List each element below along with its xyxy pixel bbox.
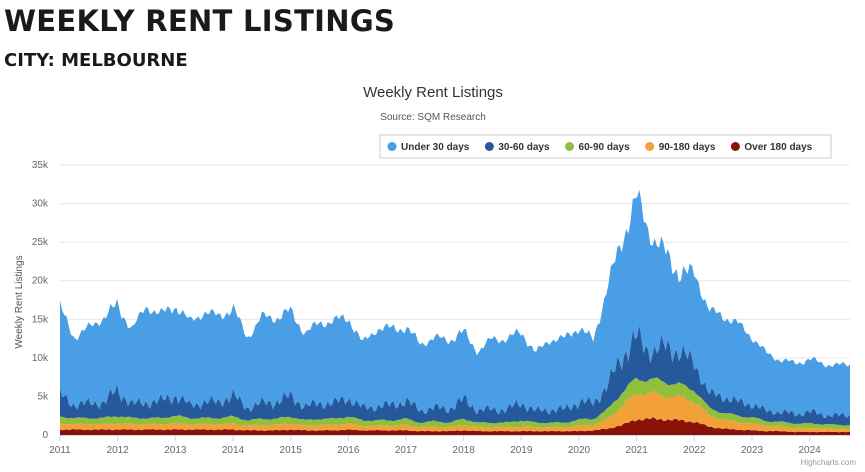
chart-panel: Weekly Rent Listings Source: SQM Researc…	[0, 72, 865, 472]
legend-symbol	[645, 142, 655, 151]
plot-area	[60, 189, 850, 435]
page-title: WEEKLY RENT LISTINGS	[4, 4, 396, 38]
legend-item-over-180-days[interactable]: Over 180 days	[730, 142, 813, 153]
legend-item-30-60-days[interactable]: 30-60 days	[484, 142, 550, 153]
x-tick-label: 2012	[107, 445, 130, 456]
x-tick-label: 2016	[337, 445, 360, 456]
legend: Under 30 days 30-60 days 60-90 days 90-180 …	[379, 134, 832, 159]
area-series-under-30-days[interactable]	[60, 189, 850, 418]
y-axis: 0 5k 10k 15k 20k 25k 30k 35k	[32, 160, 49, 441]
credits[interactable]: Highcharts.com	[800, 458, 856, 467]
x-tick-label: 2014	[222, 445, 245, 456]
x-tick-label: 2022	[683, 445, 706, 456]
legend-item-60-90-days[interactable]: 60-90 days	[565, 142, 630, 153]
x-tick-label: 2018	[453, 445, 476, 456]
legend-symbol	[387, 142, 397, 151]
x-tick-label: 2015	[280, 445, 303, 456]
legend-symbol	[730, 142, 740, 151]
x-tick-label: 2019	[510, 445, 533, 456]
legend-symbol	[565, 142, 575, 151]
legend-label: 90-180 days	[659, 142, 716, 153]
legend-label: 30-60 days	[498, 142, 550, 153]
area-series-30-60-days[interactable]	[60, 324, 850, 426]
y-tick-label: 25k	[32, 237, 49, 248]
y-axis-title: Weekly Rent Listings	[14, 255, 25, 348]
y-tick-label: 0	[42, 430, 48, 441]
chart-svg: Weekly Rent Listings Source: SQM Researc…	[14, 84, 856, 467]
legend-item-under-30-days[interactable]: Under 30 days	[387, 142, 470, 153]
y-tick-label: 15k	[32, 314, 49, 325]
legend-label: 60-90 days	[579, 142, 631, 153]
area-series-90-180-days[interactable]	[60, 390, 850, 433]
y-tick-label: 20k	[32, 276, 49, 287]
chart-title: Weekly Rent Listings	[363, 84, 503, 101]
legend-box	[379, 134, 832, 159]
legend-label: Under 30 days	[401, 142, 470, 153]
x-tick-label: 2024	[799, 445, 822, 456]
y-tick-label: 5k	[37, 391, 49, 402]
legend-symbol	[484, 142, 494, 151]
y-tick-label: 35k	[32, 160, 49, 171]
legend-item-90-180-days[interactable]: 90-180 days	[645, 142, 716, 153]
x-tick-label: 2023	[741, 445, 764, 456]
area-series-over-180-days[interactable]	[60, 417, 850, 435]
x-tick-label: 2013	[164, 445, 187, 456]
x-tick-label: 2011	[49, 445, 71, 456]
y-tick-label: 30k	[32, 199, 49, 210]
x-axis: 2011 2012 2013 2014 2015 2016 2017 2018 2019 2020…	[49, 435, 850, 456]
x-tick-label: 2021	[626, 445, 649, 456]
area-series-60-90-days[interactable]	[60, 377, 850, 430]
page-subtitle: CITY: MELBOURNE	[4, 50, 188, 71]
legend-label: Over 180 days	[744, 142, 812, 153]
chart-subtitle: Source: SQM Research	[380, 112, 486, 123]
y-tick-label: 10k	[32, 353, 49, 364]
x-tick-label: 2017	[395, 445, 418, 456]
x-tick-label: 2020	[568, 445, 591, 456]
